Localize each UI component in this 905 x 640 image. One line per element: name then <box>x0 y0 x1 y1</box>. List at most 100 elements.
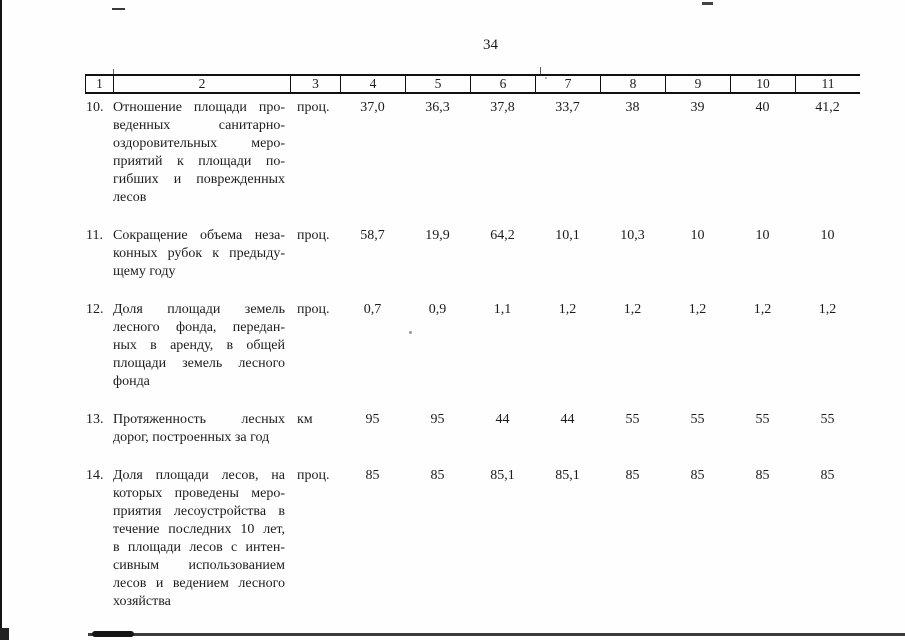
description-line: в площади лесов с интен- <box>113 540 285 555</box>
row-description: Отношение площади про-веденных санитарно… <box>113 99 290 207</box>
row-value-col10: 55 <box>755 412 770 427</box>
header-cell-col11: 11 <box>795 76 860 92</box>
row-value-col7: 10,1 <box>555 228 580 243</box>
row-value-col7: 1,2 <box>558 302 577 317</box>
row-value-col6: 37,8 <box>490 100 515 115</box>
row-value-col8: 85 <box>625 468 640 483</box>
row-value-col5: 95 <box>430 412 445 427</box>
description-line: веденных санитарно- <box>113 118 285 133</box>
row-value-col10: 1,2 <box>753 302 772 317</box>
row-value-col5: 19,9 <box>425 228 450 243</box>
scan-edge-artifact <box>0 0 2 640</box>
header-cell-col10: 10 <box>730 76 795 92</box>
description-line: Сокращение объема неза- <box>113 228 285 243</box>
header-cell-col5: 5 <box>405 76 470 92</box>
row-value-col8: 1,2 <box>623 302 642 317</box>
description-line: лесного фонда, передан- <box>113 320 285 335</box>
row-number: 14. <box>86 468 104 483</box>
description-line: Доля площади земель <box>113 302 285 317</box>
row-value-col9: 85 <box>690 468 705 483</box>
scan-speck-artifact <box>409 331 412 334</box>
row-description: Доля площади лесов, на которых проведены … <box>113 467 290 611</box>
page-number: 34 <box>483 37 498 53</box>
row-value-col11: 55 <box>820 412 835 427</box>
header-cell-col8: 8 <box>600 76 665 92</box>
row-value-col7: 44 <box>560 412 575 427</box>
row-value-col10: 85 <box>755 468 770 483</box>
row-value-col8: 55 <box>625 412 640 427</box>
scan-speck-artifact <box>545 77 547 79</box>
scan-blob-artifact <box>92 631 134 637</box>
row-value-col5: 85 <box>430 468 445 483</box>
row-value-col9: 1,2 <box>688 302 707 317</box>
description-line: приятий к площади по- <box>113 154 285 169</box>
scan-tick-artifact <box>540 67 541 74</box>
description-line: сивным использованием <box>113 558 285 573</box>
row-value-col4: 85 <box>365 468 380 483</box>
row-value-col10: 40 <box>755 100 770 115</box>
row-value-col5: 36,3 <box>425 100 450 115</box>
row-value-col8: 10,3 <box>620 228 645 243</box>
description-line: ных в аренду, в общей <box>113 338 285 353</box>
scan-mark-artifact <box>702 2 713 5</box>
description-line: которых проведены меро- <box>113 486 285 501</box>
row-unit: проц. <box>297 228 330 243</box>
row-unit: проц. <box>297 302 330 317</box>
row-unit: км <box>297 412 313 427</box>
row-unit: проц. <box>297 468 330 483</box>
description-line: гибших и поврежденных <box>113 172 285 187</box>
description-line: фонда <box>113 374 150 389</box>
row-description: Протяженность лесных дорог, построенных з… <box>113 411 290 447</box>
description-line: площади земель лесного <box>113 356 285 371</box>
row-value-col5: 0,9 <box>428 302 447 317</box>
row-number: 10. <box>86 100 104 115</box>
description-line: лесов <box>113 190 147 205</box>
header-cell-col9: 9 <box>665 76 730 92</box>
row-value-col11: 85 <box>820 468 835 483</box>
header-cell-col1: 1 <box>85 76 113 92</box>
description-line: течение последних 10 лет, <box>113 522 285 537</box>
row-value-col4: 58,7 <box>360 228 385 243</box>
row-unit: проц. <box>297 100 330 115</box>
row-value-col4: 0,7 <box>363 302 382 317</box>
table-header-row: 1 2 3 4 5 6 7 8 9 10 11 <box>85 74 860 94</box>
row-value-col4: 95 <box>365 412 380 427</box>
row-value-col6: 1,1 <box>493 302 512 317</box>
header-cell-col6: 6 <box>470 76 535 92</box>
row-value-col7: 85,1 <box>555 468 580 483</box>
scan-corner-artifact <box>0 628 9 640</box>
row-value-col9: 39 <box>690 100 705 115</box>
row-value-col6: 44 <box>495 412 510 427</box>
description-line: дорог, построенных за год <box>113 430 270 445</box>
description-line: Протяженность лесных <box>113 412 285 427</box>
table-row: 10. Отношение площади про-веденных санита… <box>85 99 860 207</box>
row-value-col9: 55 <box>690 412 705 427</box>
row-description: Сокращение объема неза-конных рубок к пр… <box>113 227 290 281</box>
row-value-col11: 1,2 <box>818 302 837 317</box>
description-line: приятия лесоустройства в <box>113 504 285 519</box>
scan-tick-artifact <box>113 69 114 74</box>
table-body: 10. Отношение площади про-веденных санита… <box>85 94 860 611</box>
row-value-col6: 64,2 <box>490 228 515 243</box>
description-line: щему году <box>113 264 176 279</box>
table-row: 12. Доля площади земель лесного фонда, пер… <box>85 301 860 391</box>
row-value-col8: 38 <box>625 100 640 115</box>
table-row: 13. Протяженность лесных дорог, построенны… <box>85 411 860 447</box>
row-number: 11. <box>86 228 103 243</box>
header-cell-col3: 3 <box>290 76 340 92</box>
row-value-col9: 10 <box>690 228 705 243</box>
row-value-col4: 37,0 <box>360 100 385 115</box>
header-cell-col4: 4 <box>340 76 405 92</box>
description-line: Отношение площади про- <box>113 100 285 115</box>
description-line: оздоровительных меро- <box>113 136 285 151</box>
row-number: 13. <box>86 412 104 427</box>
row-value-col11: 41,2 <box>815 100 840 115</box>
row-number: 12. <box>86 302 104 317</box>
row-value-col11: 10 <box>820 228 835 243</box>
row-value-col6: 85,1 <box>490 468 515 483</box>
row-description: Доля площади земель лесного фонда, переда… <box>113 301 290 391</box>
header-cell-col2: 2 <box>113 76 290 92</box>
scan-bottom-line-artifact <box>88 633 905 636</box>
description-line: конных рубок к предыду- <box>113 246 285 261</box>
